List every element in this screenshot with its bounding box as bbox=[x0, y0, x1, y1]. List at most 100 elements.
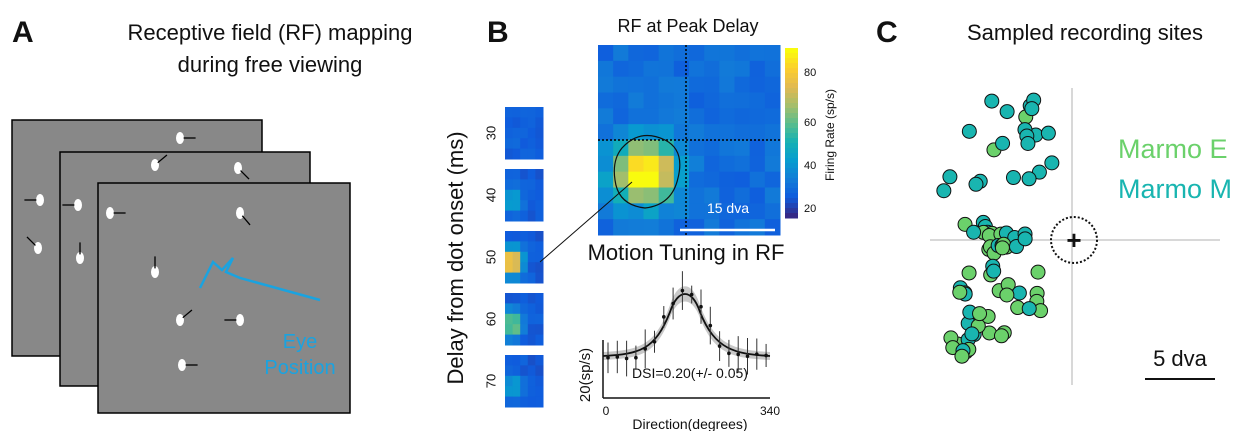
colorbar-label: Firing Rate (sp/s) bbox=[823, 89, 837, 181]
delay-tile-cell bbox=[527, 107, 536, 118]
heatmap-cell bbox=[598, 108, 614, 125]
heatmap-cell bbox=[749, 124, 766, 141]
delay-tile-cell bbox=[527, 303, 536, 315]
heatmap-cell bbox=[689, 203, 705, 220]
site bbox=[954, 348, 970, 364]
heatmap-cell bbox=[704, 92, 720, 109]
site bbox=[1011, 285, 1027, 301]
heatmap-cell bbox=[719, 171, 735, 188]
heatmap-cell bbox=[598, 171, 614, 188]
axis-label: Delay from dot onset (ms) bbox=[443, 131, 468, 384]
delay-tile-cell bbox=[512, 189, 521, 201]
colorbar-cell bbox=[785, 58, 798, 64]
colorbar-cell bbox=[785, 173, 798, 179]
heatmap-cell bbox=[704, 124, 720, 141]
heatmap-cell bbox=[658, 92, 675, 109]
delay-tile-cell bbox=[520, 107, 529, 118]
dot bbox=[236, 207, 244, 219]
delay-tile-cell bbox=[527, 251, 536, 263]
scale-bar-label: 15 dva bbox=[707, 200, 749, 216]
colorbar-cell bbox=[785, 88, 798, 94]
delay-tile-cell bbox=[512, 334, 521, 346]
rf-heatmap bbox=[598, 45, 781, 236]
heatmap-cell bbox=[598, 92, 614, 109]
heatmap-cell bbox=[749, 45, 766, 62]
site bbox=[968, 176, 984, 192]
heatmap-cell bbox=[704, 187, 720, 204]
site bbox=[961, 123, 977, 139]
delay-tile-cell bbox=[505, 127, 514, 139]
heatmap-cell bbox=[764, 60, 781, 78]
heatmap-cell bbox=[764, 45, 781, 62]
tick-label: 40 bbox=[483, 188, 498, 202]
eye-trace bbox=[198, 257, 321, 302]
colorbar-cell bbox=[785, 213, 798, 219]
dot bbox=[176, 314, 184, 326]
delay-tile-cell bbox=[527, 200, 536, 212]
tuning-point bbox=[699, 304, 703, 309]
heatmap-cell bbox=[749, 219, 766, 236]
delay-tile-cell bbox=[535, 200, 544, 212]
heatmap-cell bbox=[628, 92, 644, 109]
heatmap-cell bbox=[734, 108, 751, 125]
heatmap-cell bbox=[719, 140, 735, 157]
heatmap-cell bbox=[734, 124, 751, 141]
legend-entry: Marmo E bbox=[1118, 134, 1228, 164]
tuning-point bbox=[624, 356, 629, 361]
heatmap-cell bbox=[628, 108, 644, 125]
fixation-circle bbox=[1050, 216, 1098, 264]
delay-tile-cell bbox=[535, 365, 544, 377]
panel-title: Sampled recording sites bbox=[967, 20, 1203, 45]
heatmap-cell bbox=[658, 155, 675, 173]
heatmap-cell bbox=[673, 187, 690, 204]
site bbox=[1021, 301, 1037, 317]
heatmap-cell bbox=[734, 45, 751, 62]
delay-tile-cell bbox=[505, 396, 514, 408]
colorbar-cell bbox=[785, 48, 798, 54]
delay-tile-cell bbox=[505, 169, 514, 180]
axis-label: 20(sp/s) bbox=[577, 348, 594, 402]
heatmap-cell bbox=[764, 219, 781, 236]
heatmap-cell bbox=[643, 219, 660, 236]
delay-tile-cell bbox=[512, 200, 521, 212]
heatmap-cell bbox=[689, 187, 705, 204]
delay-tile-cell bbox=[527, 313, 536, 325]
colorbar-cell bbox=[785, 63, 798, 69]
heatmap-cell bbox=[673, 108, 690, 125]
delay-tile-cell bbox=[512, 324, 521, 336]
colorbar-cell bbox=[785, 113, 798, 119]
heatmap-cell bbox=[658, 187, 675, 204]
fixation-cross: + bbox=[1066, 225, 1081, 255]
tuning-point bbox=[643, 347, 647, 351]
heatmap-cell bbox=[689, 76, 705, 93]
heatmap-cell bbox=[734, 171, 751, 188]
dot bbox=[76, 252, 84, 264]
colorbar-tick: 60 bbox=[804, 117, 816, 129]
delay-tile-cell bbox=[535, 251, 544, 263]
colorbar-tick: 20 bbox=[804, 203, 816, 215]
delay-tile-cell bbox=[527, 169, 536, 180]
delay-tile-cell bbox=[527, 262, 536, 274]
delay-tile-cell bbox=[512, 148, 521, 160]
heatmap-cell bbox=[719, 155, 735, 173]
delay-tile-cell bbox=[512, 107, 521, 118]
colorbar-cell bbox=[785, 108, 798, 114]
colorbar-cell bbox=[785, 103, 798, 109]
heatmap-cell bbox=[689, 60, 705, 78]
delay-tile-cell bbox=[512, 272, 521, 284]
delay-tile-cell bbox=[505, 272, 514, 284]
heatmap-cell bbox=[719, 108, 735, 125]
tick-label: 70 bbox=[483, 374, 498, 388]
heatmap-cell bbox=[673, 124, 690, 141]
heatmap-cell bbox=[719, 76, 735, 93]
delay-tile-cell bbox=[535, 127, 544, 139]
heatmap-cell bbox=[689, 124, 705, 141]
delay-tile-cell bbox=[505, 200, 514, 212]
delay-tile-cell bbox=[520, 262, 529, 274]
delay-tile-cell bbox=[505, 241, 514, 253]
tick-label: 0 bbox=[603, 404, 610, 418]
heatmap-cell bbox=[658, 60, 675, 78]
heatmap-cell bbox=[673, 140, 690, 157]
delay-tile-cell bbox=[527, 375, 536, 387]
moving-dots bbox=[24, 132, 251, 371]
